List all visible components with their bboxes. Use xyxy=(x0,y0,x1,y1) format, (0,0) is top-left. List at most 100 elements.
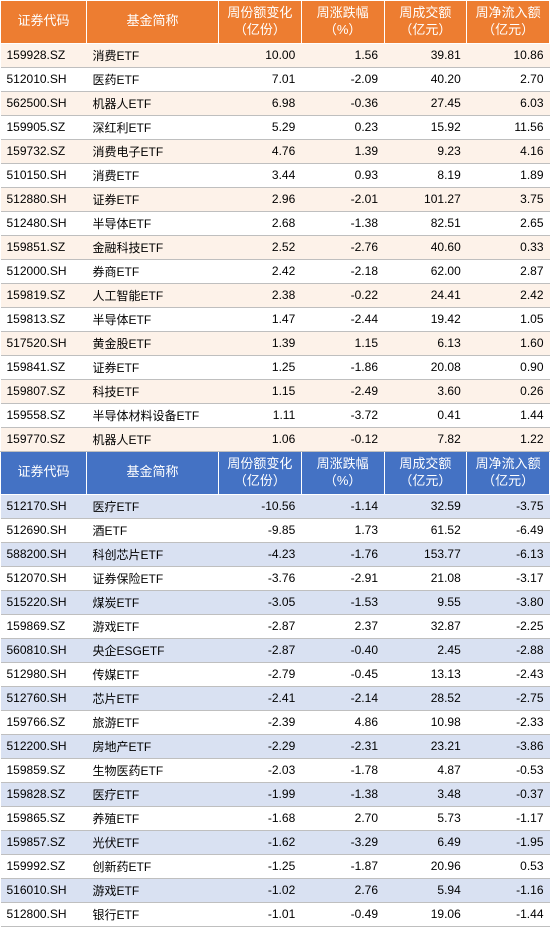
cell-net: -6.13 xyxy=(467,542,550,566)
cell-name: 房地产ETF xyxy=(87,734,219,758)
cell-code: 515220.SH xyxy=(1,590,87,614)
cell-name: 科创芯片ETF xyxy=(87,542,219,566)
cell-turn: 5.73 xyxy=(384,806,467,830)
cell-turn: 61.52 xyxy=(384,518,467,542)
cell-net: 3.75 xyxy=(467,187,550,211)
cell-turn: 82.51 xyxy=(384,211,467,235)
cell-name: 酒ETF xyxy=(87,518,219,542)
cell-name: 养殖ETF xyxy=(87,806,219,830)
cell-pct: -1.76 xyxy=(301,542,384,566)
table-row: 159807.SZ科技ETF1.15-2.493.600.26 xyxy=(1,379,550,403)
cell-net: -2.33 xyxy=(467,710,550,734)
cell-net: 1.60 xyxy=(467,331,550,355)
cell-pct: -1.53 xyxy=(301,590,384,614)
cell-turn: 101.27 xyxy=(384,187,467,211)
cell-turn: 15.92 xyxy=(384,115,467,139)
cell-share: -1.68 xyxy=(219,806,302,830)
cell-code: 512880.SH xyxy=(1,187,87,211)
col-name: 基金简称 xyxy=(87,451,219,494)
cell-code: 159992.SZ xyxy=(1,854,87,878)
cell-code: 512800.SH xyxy=(1,902,87,926)
table-row: 512000.SH券商ETF2.42-2.1862.002.87 xyxy=(1,259,550,283)
cell-name: 科技ETF xyxy=(87,379,219,403)
cell-pct: -1.14 xyxy=(301,494,384,518)
cell-name: 芯片ETF xyxy=(87,686,219,710)
col-net: 周净流入额（亿元） xyxy=(467,1,550,44)
cell-turn: 19.06 xyxy=(384,902,467,926)
cell-pct: -2.14 xyxy=(301,686,384,710)
cell-code: 159905.SZ xyxy=(1,115,87,139)
table-row: 159813.SZ半导体ETF1.47-2.4419.421.05 xyxy=(1,307,550,331)
cell-name: 游戏ETF xyxy=(87,614,219,638)
cell-share: 1.06 xyxy=(219,427,302,451)
table-row: 159992.SZ创新药ETF-1.25-1.8720.960.53 xyxy=(1,854,550,878)
cell-name: 医疗ETF xyxy=(87,782,219,806)
cell-name: 传媒ETF xyxy=(87,662,219,686)
cell-net: -0.53 xyxy=(467,758,550,782)
table-row: 515220.SH煤炭ETF-3.05-1.539.55-3.80 xyxy=(1,590,550,614)
cell-turn: 153.77 xyxy=(384,542,467,566)
cell-net: -2.75 xyxy=(467,686,550,710)
table-row: 159766.SZ旅游ETF-2.394.8610.98-2.33 xyxy=(1,710,550,734)
cell-share: 7.01 xyxy=(219,67,302,91)
cell-share: -3.05 xyxy=(219,590,302,614)
cell-turn: 20.96 xyxy=(384,854,467,878)
cell-name: 医疗ETF xyxy=(87,494,219,518)
cell-net: 6.03 xyxy=(467,91,550,115)
cell-share: 2.52 xyxy=(219,235,302,259)
cell-net: 1.89 xyxy=(467,163,550,187)
table-row: 159558.SZ半导体材料设备ETF1.11-3.720.411.44 xyxy=(1,403,550,427)
cell-net: 1.05 xyxy=(467,307,550,331)
cell-code: 159770.SZ xyxy=(1,427,87,451)
cell-turn: 40.60 xyxy=(384,235,467,259)
cell-net: -2.25 xyxy=(467,614,550,638)
cell-code: 510150.SH xyxy=(1,163,87,187)
cell-pct: -2.09 xyxy=(301,67,384,91)
col-pct: 周涨跌幅（%） xyxy=(301,1,384,44)
cell-pct: -2.01 xyxy=(301,187,384,211)
cell-share: -10.56 xyxy=(219,494,302,518)
table-row: 159732.SZ消费电子ETF4.761.399.234.16 xyxy=(1,139,550,163)
cell-pct: 1.39 xyxy=(301,139,384,163)
etf-table: 证券代码 基金简称 周份额变化（亿份） 周涨跌幅（%） 周成交额（亿元） 周净流… xyxy=(0,0,550,927)
cell-net: 2.87 xyxy=(467,259,550,283)
cell-name: 深红利ETF xyxy=(87,115,219,139)
header-mid: 证券代码 基金简称 周份额变化（亿份） 周涨跌幅（%） 周成交额（亿元） 周净流… xyxy=(1,451,550,494)
cell-share: -2.79 xyxy=(219,662,302,686)
table-row: 512070.SH证券保险ETF-3.76-2.9121.08-3.17 xyxy=(1,566,550,590)
cell-net: 2.70 xyxy=(467,67,550,91)
cell-code: 516010.SH xyxy=(1,878,87,902)
cell-code: 512980.SH xyxy=(1,662,87,686)
cell-turn: 28.52 xyxy=(384,686,467,710)
cell-net: 0.53 xyxy=(467,854,550,878)
cell-name: 生物医药ETF xyxy=(87,758,219,782)
col-name: 基金简称 xyxy=(87,1,219,44)
cell-turn: 0.41 xyxy=(384,403,467,427)
table-row: 159859.SZ生物医药ETF-2.03-1.784.87-0.53 xyxy=(1,758,550,782)
cell-net: -2.88 xyxy=(467,638,550,662)
cell-turn: 20.08 xyxy=(384,355,467,379)
cell-name: 机器人ETF xyxy=(87,427,219,451)
cell-name: 券商ETF xyxy=(87,259,219,283)
cell-share: 1.11 xyxy=(219,403,302,427)
cell-pct: 2.70 xyxy=(301,806,384,830)
cell-code: 512070.SH xyxy=(1,566,87,590)
cell-pct: -2.18 xyxy=(301,259,384,283)
cell-turn: 23.21 xyxy=(384,734,467,758)
cell-pct: -3.72 xyxy=(301,403,384,427)
cell-pct: -2.76 xyxy=(301,235,384,259)
cell-code: 517520.SH xyxy=(1,331,87,355)
cell-pct: 0.93 xyxy=(301,163,384,187)
cell-name: 光伏ETF xyxy=(87,830,219,854)
cell-code: 159865.SZ xyxy=(1,806,87,830)
cell-code: 159928.SZ xyxy=(1,43,87,67)
cell-net: -1.17 xyxy=(467,806,550,830)
cell-name: 机器人ETF xyxy=(87,91,219,115)
col-net: 周净流入额（亿元） xyxy=(467,451,550,494)
cell-turn: 19.42 xyxy=(384,307,467,331)
cell-turn: 3.60 xyxy=(384,379,467,403)
col-turn: 周成交额（亿元） xyxy=(384,451,467,494)
cell-code: 588200.SH xyxy=(1,542,87,566)
cell-pct: -0.45 xyxy=(301,662,384,686)
cell-share: 1.25 xyxy=(219,355,302,379)
